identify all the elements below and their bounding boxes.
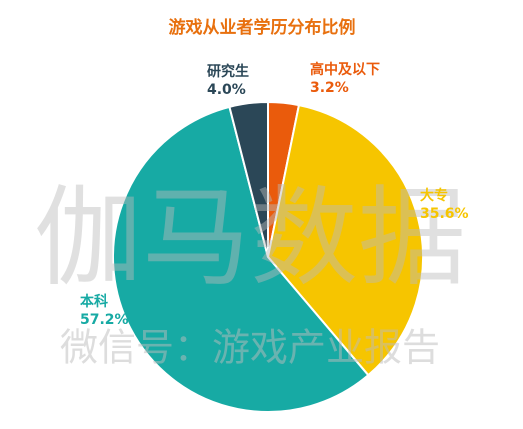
category-label: 大专: [420, 187, 448, 204]
category-label: 高中及以下: [310, 61, 380, 78]
pie-slice: [112, 105, 370, 413]
value-label: 4.0%: [207, 82, 246, 98]
value-label: 3.2%: [310, 80, 349, 96]
pie-slice: [266, 103, 424, 377]
value-label: 35.6%: [420, 206, 469, 222]
watermark: 微信号：游戏产业报告: [60, 326, 440, 370]
category-label: 研究生: [207, 63, 249, 80]
watermark: 伽马数据: [34, 176, 466, 301]
value-label: 57.2%: [80, 312, 129, 328]
chart-title: 游戏从业者学历分布比例: [169, 17, 356, 38]
category-label: 本科: [80, 293, 108, 310]
pie-slice: [228, 100, 269, 258]
